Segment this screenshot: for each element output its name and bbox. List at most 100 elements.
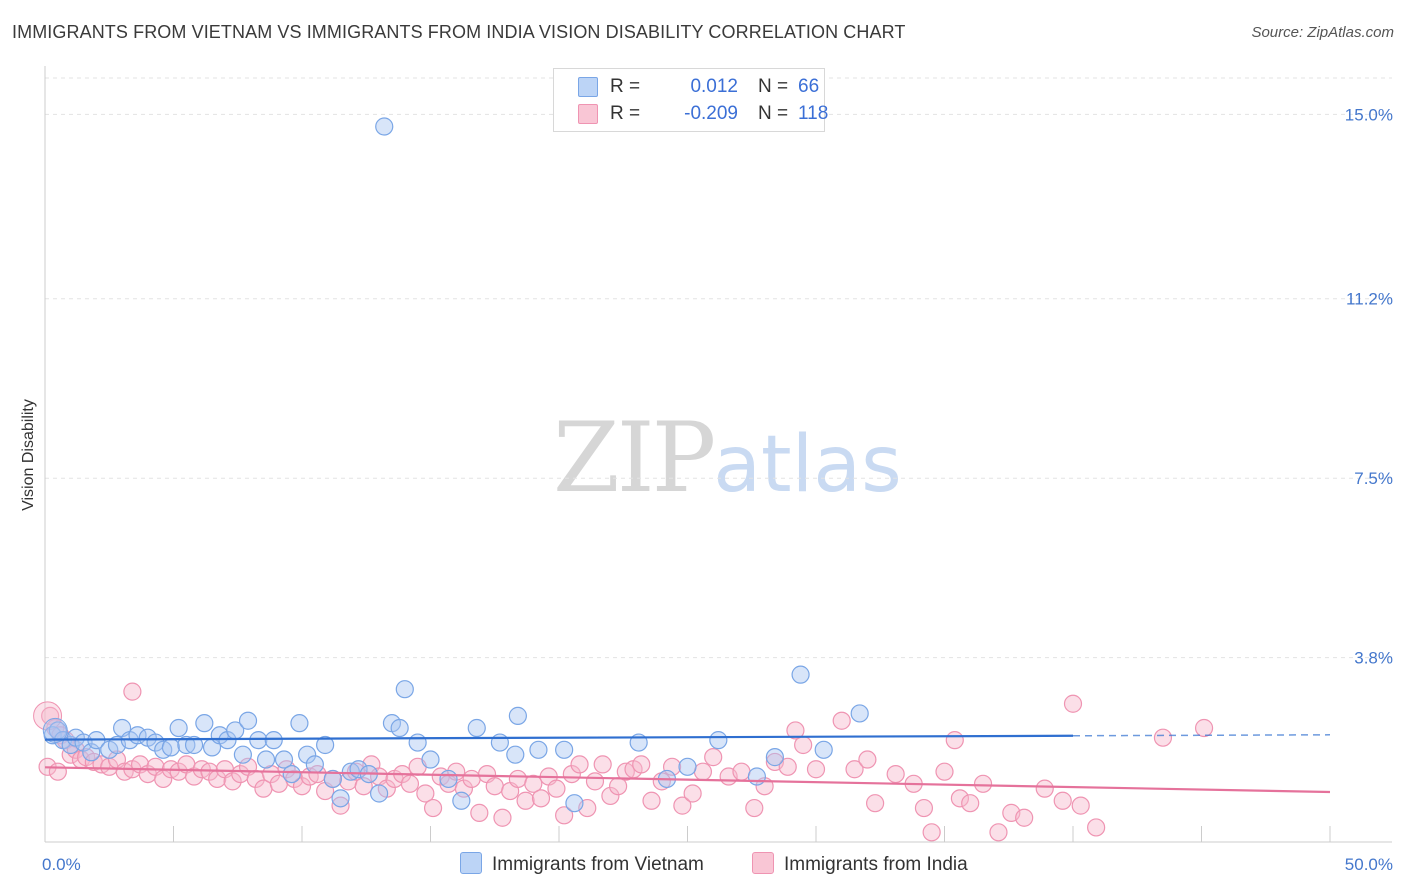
- india-point: [961, 794, 980, 813]
- vietnam-point: [506, 745, 525, 764]
- india-point: [331, 796, 350, 815]
- vietnam-point: [42, 717, 68, 743]
- india-point: [61, 745, 80, 764]
- india-point: [704, 748, 723, 767]
- vietnam-points: [42, 117, 869, 813]
- vietnam-point: [390, 718, 409, 738]
- vietnam-point: [249, 731, 268, 750]
- vietnam-point: [439, 769, 458, 789]
- india-point: [786, 721, 805, 740]
- vietnam-point: [290, 714, 309, 733]
- india-point: [601, 786, 620, 806]
- india-point: [1153, 728, 1173, 747]
- india-point: [745, 798, 764, 818]
- india-point: [832, 711, 851, 730]
- india-point: [1087, 818, 1106, 837]
- vietnam-point: [467, 718, 486, 738]
- vietnam-point: [233, 745, 252, 764]
- n-value: 66: [798, 76, 820, 97]
- n-value: 118: [798, 103, 829, 124]
- india-point: [1015, 808, 1034, 827]
- india-point: [547, 779, 566, 798]
- india-point: [989, 823, 1008, 842]
- watermark: ZIPatlas: [553, 402, 902, 514]
- india-point: [485, 777, 504, 796]
- vietnam-point: [765, 748, 784, 767]
- axes: [44, 66, 1392, 843]
- vietnam-point: [850, 704, 869, 723]
- vietnam-trend-extension: [1072, 734, 1331, 737]
- india-swatch: [578, 104, 598, 124]
- vietnam-point: [529, 740, 548, 759]
- vietnam-point: [421, 750, 440, 769]
- r-value: 0.012: [690, 76, 738, 97]
- vietnam-swatch: [460, 852, 482, 874]
- india-point: [845, 760, 864, 779]
- india-point: [1194, 718, 1214, 738]
- india-point: [123, 682, 142, 701]
- source-label: Source: ZipAtlas.com: [1251, 24, 1394, 41]
- r-value: -0.209: [684, 103, 738, 124]
- vietnam-point: [161, 738, 181, 757]
- vietnam-point: [375, 117, 394, 136]
- vietnam-point: [370, 784, 389, 803]
- vietnam-point: [238, 711, 258, 730]
- vietnam-point: [323, 769, 342, 789]
- vietnam-point: [184, 735, 204, 755]
- india-trend-line: [44, 766, 1331, 794]
- vietnam-point: [298, 745, 317, 764]
- india-swatch: [752, 852, 774, 874]
- vietnam-point: [791, 665, 810, 684]
- india-point: [416, 784, 435, 803]
- vietnam-point: [177, 735, 196, 755]
- india-point: [524, 774, 543, 793]
- india-point: [950, 789, 970, 808]
- correlation-legend: R = 0.012 N = 66 R = -0.209 N = 118: [553, 68, 829, 132]
- india-point: [935, 762, 954, 781]
- india-point: [516, 791, 535, 810]
- vietnam-point: [555, 740, 574, 759]
- india-point: [292, 777, 312, 796]
- india-point: [1063, 694, 1083, 713]
- india-point: [732, 762, 751, 781]
- india-point: [531, 789, 551, 808]
- vietnam-point: [331, 789, 350, 808]
- india-point: [462, 769, 481, 789]
- vietnam-point: [264, 731, 283, 750]
- vietnam-point: [709, 731, 728, 750]
- india-point: [886, 764, 905, 784]
- vietnam-point: [814, 740, 833, 759]
- vietnam-label: Immigrants from Vietnam: [492, 854, 704, 875]
- trend-lines: [44, 734, 1331, 794]
- watermark-zip: ZIP: [553, 402, 716, 514]
- vietnam-point: [747, 767, 766, 786]
- vietnam-swatch: [578, 77, 598, 97]
- india-point: [285, 769, 304, 789]
- y-tick-label: 3.8%: [1354, 649, 1393, 668]
- vietnam-trend-line: [44, 734, 1074, 741]
- india-points: [33, 682, 1214, 842]
- y-tick-label: 7.5%: [1354, 469, 1393, 488]
- india-point: [555, 806, 574, 825]
- y-tick-label: 15.0%: [1345, 105, 1393, 124]
- india-point: [922, 823, 941, 842]
- r-label: R =: [610, 103, 641, 124]
- vietnam-point: [274, 750, 294, 769]
- india-point: [470, 803, 489, 822]
- india-point: [493, 808, 512, 827]
- india-point: [693, 762, 713, 781]
- grid-lines: [45, 77, 1392, 659]
- india-point: [973, 774, 993, 793]
- vietnam-point: [490, 733, 509, 752]
- vietnam-point: [218, 731, 237, 750]
- tick-labels: 3.8% 7.5% 11.2% 15.0% 0.0% 50.0%: [42, 105, 1393, 874]
- india-point: [585, 772, 605, 791]
- vietnam-point: [452, 791, 471, 810]
- n-label: N =: [758, 76, 789, 97]
- india-point: [1035, 779, 1054, 798]
- r-label: R =: [610, 76, 641, 97]
- watermark-atlas: atlas: [713, 420, 902, 510]
- vietnam-point: [678, 757, 697, 776]
- india-point: [508, 769, 527, 789]
- india-point: [673, 796, 692, 815]
